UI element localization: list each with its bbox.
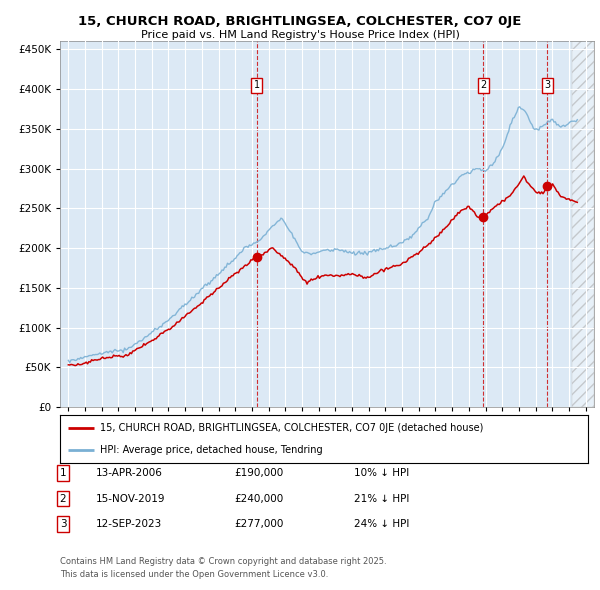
Text: 3: 3 xyxy=(59,519,67,529)
Text: 10% ↓ HPI: 10% ↓ HPI xyxy=(354,468,409,478)
Bar xyxy=(572,41,594,407)
Text: 2: 2 xyxy=(480,80,487,90)
Text: HPI: Average price, detached house, Tendring: HPI: Average price, detached house, Tend… xyxy=(100,445,322,455)
Text: £277,000: £277,000 xyxy=(234,519,283,529)
Text: 15-NOV-2019: 15-NOV-2019 xyxy=(96,494,166,503)
Bar xyxy=(572,41,594,407)
Text: 1: 1 xyxy=(59,468,67,478)
Text: 21% ↓ HPI: 21% ↓ HPI xyxy=(354,494,409,503)
Text: £240,000: £240,000 xyxy=(234,494,283,503)
Text: 3: 3 xyxy=(544,80,550,90)
Bar xyxy=(572,41,594,407)
Text: £190,000: £190,000 xyxy=(234,468,283,478)
Text: 1: 1 xyxy=(254,80,260,90)
Text: This data is licensed under the Open Government Licence v3.0.: This data is licensed under the Open Gov… xyxy=(60,571,328,579)
Text: Contains HM Land Registry data © Crown copyright and database right 2025.: Contains HM Land Registry data © Crown c… xyxy=(60,558,386,566)
Text: 2: 2 xyxy=(59,494,67,503)
Text: 12-SEP-2023: 12-SEP-2023 xyxy=(96,519,162,529)
Text: 13-APR-2006: 13-APR-2006 xyxy=(96,468,163,478)
Text: 24% ↓ HPI: 24% ↓ HPI xyxy=(354,519,409,529)
Text: Price paid vs. HM Land Registry's House Price Index (HPI): Price paid vs. HM Land Registry's House … xyxy=(140,30,460,40)
Text: 15, CHURCH ROAD, BRIGHTLINGSEA, COLCHESTER, CO7 0JE: 15, CHURCH ROAD, BRIGHTLINGSEA, COLCHEST… xyxy=(79,15,521,28)
Text: 15, CHURCH ROAD, BRIGHTLINGSEA, COLCHESTER, CO7 0JE (detached house): 15, CHURCH ROAD, BRIGHTLINGSEA, COLCHEST… xyxy=(100,423,483,433)
